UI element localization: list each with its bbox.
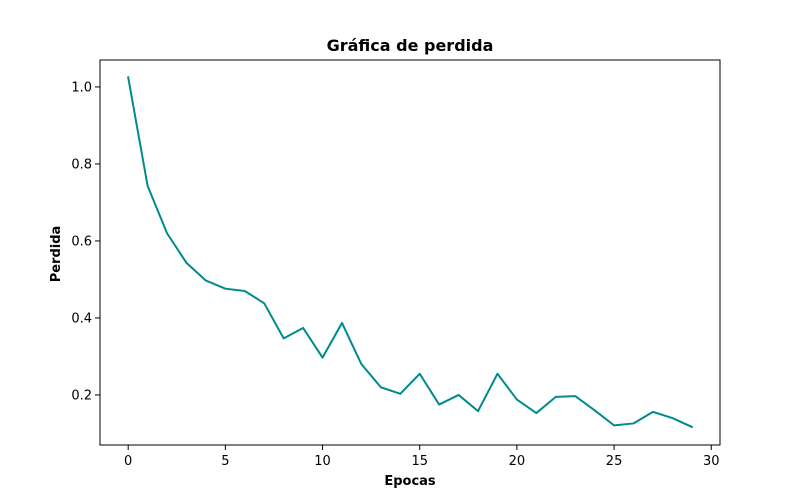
y-tick-label-0.4: 0.4 bbox=[71, 311, 92, 326]
x-axis-title: Epocas bbox=[384, 474, 436, 489]
series-line-0 bbox=[127, 76, 694, 429]
chart-title: Gráfica de perdida bbox=[327, 36, 494, 55]
y-tick-label-1: 1.0 bbox=[71, 80, 92, 95]
plot-frame bbox=[99, 59, 721, 446]
y-axis-title: Perdida bbox=[49, 226, 64, 283]
plot-area: 0 5 10 15 20 25 30 0.2 0.4 0.6 0.8 1.0 bbox=[71, 59, 721, 469]
x-tick-label-0: 0 bbox=[124, 454, 132, 469]
x-tick-label-30: 30 bbox=[703, 454, 720, 469]
x-tick-label-15: 15 bbox=[411, 454, 428, 469]
x-tick-label-20: 20 bbox=[509, 454, 526, 469]
x-tick-label-25: 25 bbox=[606, 454, 623, 469]
y-tick-label-0.8: 0.8 bbox=[71, 157, 92, 172]
x-tick-label-5: 5 bbox=[221, 454, 229, 469]
x-tick-label-10: 10 bbox=[314, 454, 331, 469]
y-tick-label-0.6: 0.6 bbox=[71, 234, 92, 249]
y-tick-label-0.2: 0.2 bbox=[71, 388, 92, 403]
